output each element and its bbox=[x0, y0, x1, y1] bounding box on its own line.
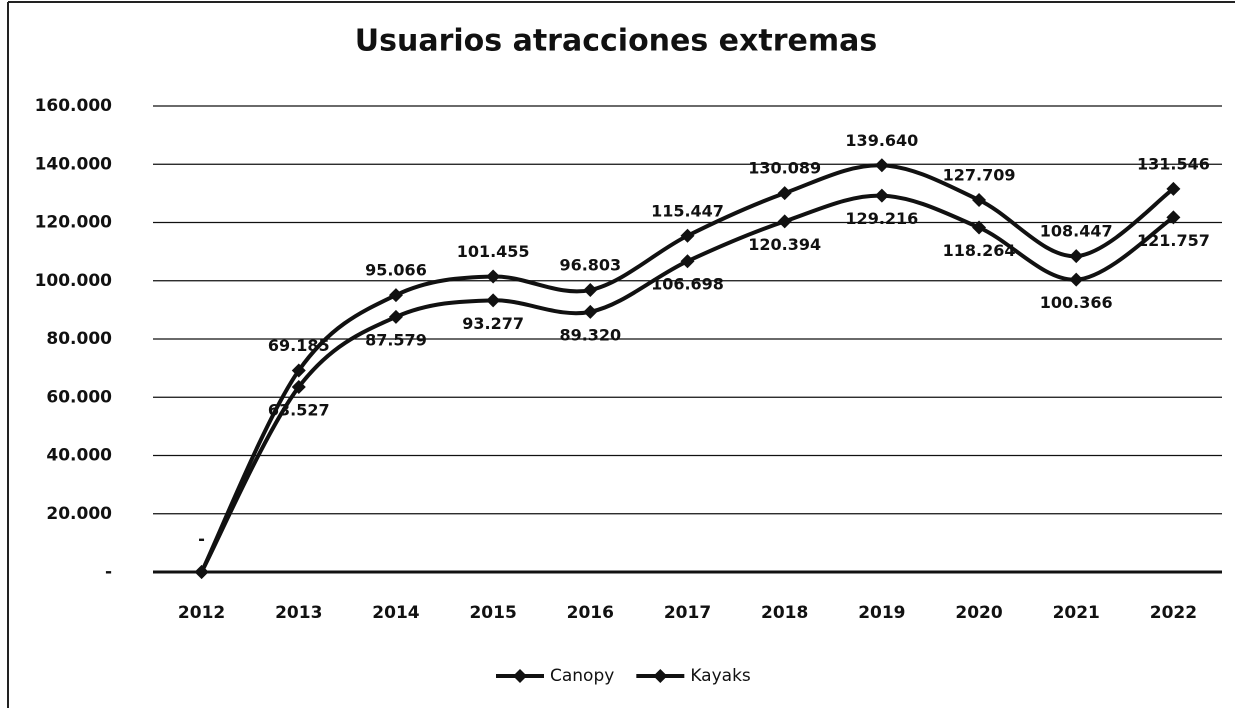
data-label: - bbox=[198, 530, 205, 549]
line bbox=[199, 163, 1175, 573]
marker bbox=[1069, 249, 1084, 264]
marker bbox=[486, 269, 501, 284]
marker bbox=[680, 254, 695, 269]
y-tick-label: 100.000 bbox=[35, 271, 113, 291]
legend-marker bbox=[513, 669, 527, 683]
data-label: 63.527 bbox=[268, 400, 330, 419]
data-label: 69.185 bbox=[268, 336, 330, 355]
data-label: 120.394 bbox=[748, 235, 821, 254]
x-tick-label: 2020 bbox=[955, 603, 1002, 623]
marker bbox=[583, 304, 598, 319]
marker bbox=[874, 188, 889, 203]
x-tick-label: 2013 bbox=[275, 603, 322, 623]
x-tick-label: 2021 bbox=[1053, 603, 1100, 623]
data-label: 129.216 bbox=[845, 209, 918, 228]
marker bbox=[194, 565, 209, 579]
data-label: 121.757 bbox=[1137, 231, 1210, 250]
y-tick-label: 140.000 bbox=[35, 154, 113, 174]
legend-label: Canopy bbox=[550, 666, 614, 686]
x-tick-label: 2015 bbox=[469, 603, 516, 623]
data-label: 101.455 bbox=[457, 242, 530, 261]
x-tick-label: 2018 bbox=[761, 603, 808, 623]
y-tick-label: 120.000 bbox=[35, 213, 113, 233]
y-tick-label: 40.000 bbox=[46, 446, 112, 466]
data-label: 127.709 bbox=[943, 166, 1016, 185]
marker bbox=[388, 309, 403, 324]
data-label: 131.546 bbox=[1137, 154, 1210, 173]
chart-title: Usuarios atracciones extremas bbox=[355, 24, 877, 59]
marker bbox=[972, 193, 987, 208]
marker bbox=[972, 220, 987, 235]
marker bbox=[680, 228, 695, 243]
x-tick-label: 2016 bbox=[567, 603, 614, 623]
x-tick-label: 2019 bbox=[858, 603, 905, 623]
data-label: 118.264 bbox=[943, 241, 1016, 260]
y-tick-label: 80.000 bbox=[46, 329, 112, 349]
marker bbox=[1166, 210, 1181, 225]
marker bbox=[388, 288, 403, 303]
marker bbox=[486, 293, 501, 308]
x-tick-label: 2022 bbox=[1150, 603, 1197, 623]
data-label: 87.579 bbox=[365, 330, 427, 349]
data-label: 115.447 bbox=[651, 201, 724, 220]
data-label: 108.447 bbox=[1040, 222, 1113, 241]
y-tick-label: - bbox=[105, 562, 112, 582]
data-label: 106.698 bbox=[651, 275, 724, 294]
data-label: 95.066 bbox=[365, 261, 427, 280]
data-label: 100.366 bbox=[1040, 293, 1113, 312]
marker bbox=[583, 283, 598, 298]
marker bbox=[777, 186, 792, 201]
data-label: 96.803 bbox=[559, 256, 621, 275]
data-label: 130.089 bbox=[748, 159, 821, 178]
data-label: - bbox=[198, 530, 205, 549]
marker bbox=[874, 158, 889, 173]
legend-label: Kayaks bbox=[690, 666, 751, 686]
marker bbox=[777, 214, 792, 229]
y-tick-label: 60.000 bbox=[46, 387, 112, 407]
data-label: 89.320 bbox=[559, 325, 621, 344]
legend-marker bbox=[653, 669, 668, 683]
x-tick-label: 2012 bbox=[178, 603, 225, 623]
line bbox=[199, 193, 1175, 573]
marker bbox=[1069, 272, 1084, 287]
x-tick-label: 2014 bbox=[372, 603, 419, 623]
x-tick-label: 2017 bbox=[664, 603, 711, 623]
data-label: 93.277 bbox=[462, 314, 524, 333]
y-tick-label: 160.000 bbox=[35, 96, 113, 116]
y-tick-label: 20.000 bbox=[46, 504, 112, 524]
marker bbox=[291, 363, 306, 378]
data-label: 139.640 bbox=[845, 131, 918, 150]
marker bbox=[291, 379, 306, 394]
marker bbox=[1166, 181, 1181, 196]
